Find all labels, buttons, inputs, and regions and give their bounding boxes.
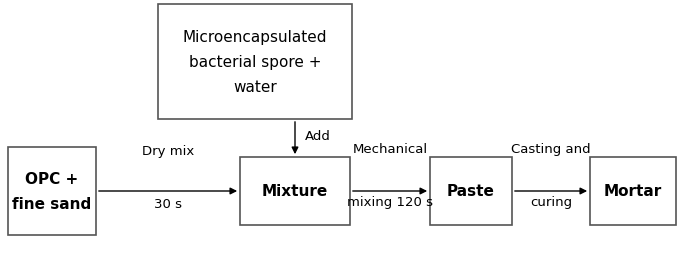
Text: Dry mix: Dry mix [142,145,194,157]
FancyBboxPatch shape [158,5,352,120]
Text: Casting and: Casting and [511,142,590,155]
Text: Mechanical: Mechanical [353,142,427,155]
Text: Add: Add [305,129,331,142]
Text: Mixture: Mixture [262,184,328,199]
FancyBboxPatch shape [590,157,676,225]
Text: OPC +
fine sand: OPC + fine sand [12,171,92,211]
Text: Microencapsulated
bacterial spore +
water: Microencapsulated bacterial spore + wate… [183,30,327,94]
Text: Paste: Paste [447,184,495,199]
FancyBboxPatch shape [240,157,350,225]
FancyBboxPatch shape [430,157,512,225]
Text: curing: curing [530,195,572,208]
Text: mixing 120 s: mixing 120 s [347,195,433,208]
Text: Mortar: Mortar [604,184,662,199]
FancyBboxPatch shape [8,147,96,235]
Text: 30 s: 30 s [154,197,182,210]
